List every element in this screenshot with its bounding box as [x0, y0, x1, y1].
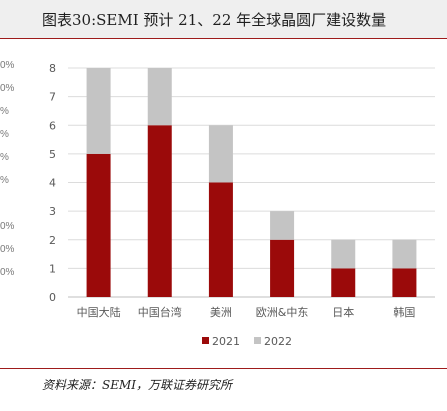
y-tick-label: 7	[49, 91, 56, 104]
left-fragment: 0%	[0, 221, 15, 232]
left-edge-fragments: 0% 0% % % % % 0% 0% 0%	[0, 60, 14, 320]
left-fragment: %	[0, 152, 9, 163]
bar-2021	[86, 153, 111, 297]
y-tick-label: 0	[49, 291, 56, 304]
x-tick-label: 中国台湾	[138, 305, 182, 319]
bar-2022	[208, 125, 233, 183]
left-fragment: %	[0, 106, 9, 117]
x-tick-label: 韩国	[393, 305, 415, 319]
left-fragment: %	[0, 129, 9, 140]
y-tick-label: 1	[49, 262, 56, 275]
left-fragment: 0%	[0, 60, 15, 71]
left-fragment: 0%	[0, 83, 15, 94]
legend-label: 2022	[264, 335, 292, 348]
x-tick-label: 中国大陆	[77, 305, 121, 319]
footer-divider	[0, 368, 447, 369]
bar-2021	[392, 268, 417, 297]
bar-2022	[86, 68, 111, 154]
source-note: 资料来源：SEMI，万联证券研究所	[42, 378, 233, 392]
left-fragment: 0%	[0, 244, 15, 255]
left-fragment: %	[0, 175, 9, 186]
legend-swatch-2022	[254, 337, 261, 344]
chart-title: 图表30:SEMI 预计 21、22 年全球晶圆厂建设数量	[42, 11, 387, 29]
bar-2021	[331, 268, 356, 297]
y-tick-label: 8	[49, 62, 56, 75]
bar-2022	[147, 68, 172, 126]
legend-swatch-2021	[202, 337, 209, 344]
bar-2022	[331, 239, 356, 269]
title-bar: 图表30:SEMI 预计 21、22 年全球晶圆厂建设数量	[0, 0, 447, 39]
x-tick-label: 欧洲&中东	[256, 306, 309, 319]
bar-2021	[208, 182, 233, 297]
y-tick-label: 3	[49, 205, 56, 218]
bar-2021	[147, 125, 172, 297]
legend-label: 2021	[212, 335, 240, 348]
chart-container: 0 1 2 3 4 5 6 7 8 中国大陆 中国台湾 美洲 欧洲&中东 日本 韩国 2021 2022	[20, 52, 447, 362]
x-tick-label: 美洲	[210, 306, 232, 319]
y-tick-label: 2	[49, 234, 56, 247]
y-tick-label: 4	[49, 177, 56, 190]
y-tick-label: 6	[49, 119, 56, 132]
bar-2022	[392, 239, 417, 269]
left-fragment: 0%	[0, 267, 15, 278]
y-tick-label: 5	[49, 148, 56, 161]
x-tick-label: 日本	[332, 305, 354, 319]
bar-chart: 0 1 2 3 4 5 6 7 8 中国大陆 中国台湾 美洲 欧洲&中东 日本 韩国 2021 2022	[49, 62, 435, 348]
bar-2021	[270, 239, 295, 297]
bar-2022	[270, 211, 295, 240]
